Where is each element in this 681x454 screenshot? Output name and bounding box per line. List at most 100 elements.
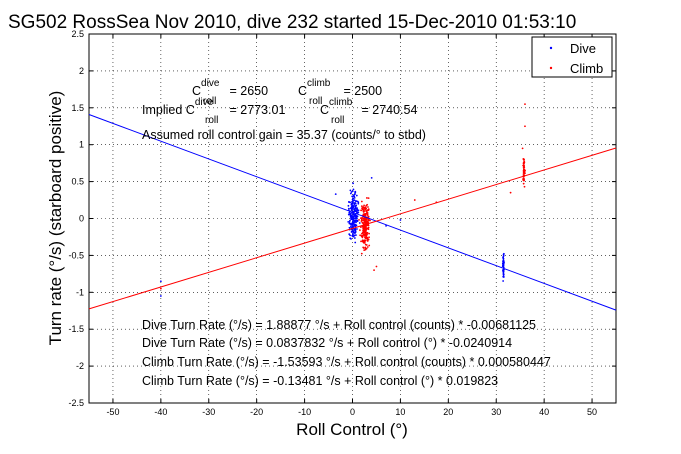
data-point: [522, 182, 525, 185]
data-point: [349, 214, 352, 217]
data-point: [365, 222, 367, 224]
data-point: [347, 220, 350, 223]
data-point: [350, 203, 353, 206]
data-point: [355, 217, 358, 220]
data-point: [366, 239, 369, 241]
data-point: [365, 234, 368, 237]
y-tick-label: 0.5: [71, 177, 84, 187]
data-point: [354, 229, 357, 232]
x-tick-label: -30: [202, 407, 215, 417]
data-point: [359, 234, 362, 237]
data-point: [502, 280, 505, 282]
data-point: [367, 206, 369, 208]
x-axis-ticks: -50 -40 -30 -20 -10 0 10 20 30 40 50: [106, 34, 597, 417]
data-point: [502, 262, 504, 265]
data-point: [367, 215, 370, 218]
data-point: [370, 177, 373, 179]
data-point: [352, 232, 354, 235]
x-tick-label: 20: [443, 407, 453, 417]
data-point: [159, 287, 162, 290]
data-point: [502, 260, 504, 263]
data-point: [347, 204, 350, 207]
data-point: [359, 226, 362, 229]
data-point: [362, 233, 365, 236]
data-point: [355, 234, 357, 236]
fit-lines: [88, 114, 617, 311]
data-point: [361, 234, 364, 237]
data-point: [413, 199, 416, 201]
data-point: [502, 257, 505, 260]
y-tick-label: -2.5: [68, 398, 84, 408]
data-point: [355, 194, 358, 197]
data-point: [348, 226, 351, 229]
annotations: Cdive roll = 2650 Cclimb roll = 2500 Impli…: [142, 78, 551, 388]
x-tick-label: -40: [154, 407, 167, 417]
data-point: [353, 195, 356, 198]
data-point: [352, 182, 354, 185]
y-tick-label: -0.5: [68, 250, 84, 260]
x-tick-label: 30: [491, 407, 501, 417]
data-point: [349, 219, 351, 222]
data-point: [361, 216, 364, 219]
data-point: [522, 178, 525, 181]
data-point: [352, 225, 354, 228]
data-point: [159, 280, 162, 283]
fit-line-climb: [88, 147, 617, 310]
data-point: [354, 225, 357, 228]
data-point: [356, 207, 359, 209]
roll-gain-note: Assumed roll control gain = 35.37 (count…: [142, 128, 426, 142]
data-point: [353, 199, 356, 202]
data-point: [375, 265, 378, 268]
legend-dive-marker: [549, 46, 553, 50]
data-point: [356, 228, 358, 230]
x-tick-label: 50: [587, 407, 597, 417]
data-point: [366, 227, 369, 230]
data-point: [521, 147, 524, 150]
data-point: [502, 272, 505, 274]
data-point: [352, 197, 355, 200]
legend-climb-label: Climb: [570, 61, 603, 76]
data-point: [367, 197, 370, 200]
data-point: [350, 218, 353, 221]
data-point: [358, 222, 361, 224]
data-point: [363, 231, 365, 234]
data-point: [358, 218, 360, 221]
data-point: [502, 264, 505, 267]
legend-box: [531, 36, 613, 78]
data-point: [349, 189, 352, 192]
data-point: [364, 230, 367, 233]
data-point: [368, 232, 370, 235]
data-point: [399, 219, 402, 221]
data-point: [357, 211, 360, 214]
data-point: [348, 201, 350, 203]
data-point: [524, 103, 526, 106]
legend-dive-label: Dive: [570, 41, 596, 56]
data-point: [523, 185, 526, 188]
y-tick-label: 0: [79, 214, 84, 224]
y-tick-label: 1: [79, 140, 84, 150]
legend-climb-marker: [549, 66, 553, 70]
data-point: [360, 205, 363, 208]
data-point: [352, 216, 355, 219]
data-point: [365, 244, 368, 246]
data-point: [524, 125, 526, 128]
data-point: [350, 205, 353, 208]
dive-rate-degrees: Dive Turn Rate (°/s) = 0.0837832 °/s + R…: [142, 336, 512, 350]
data-point: [368, 244, 371, 247]
chart-title: SG502 RossSea Nov 2010, dive 232 started…: [8, 12, 576, 33]
data-point: [362, 208, 364, 211]
data-point: [522, 165, 525, 167]
data-point: [361, 236, 364, 239]
data-point: [348, 222, 351, 225]
data-point: [361, 207, 363, 210]
data-point: [365, 212, 368, 215]
data-point: [334, 193, 337, 196]
dive-rate-counts: Dive Turn Rate (°/s) = 1.88877 °/s + Rol…: [142, 318, 536, 332]
data-point: [360, 252, 363, 255]
data-point: [361, 221, 364, 224]
data-point: [502, 276, 505, 278]
data-point: [353, 203, 356, 206]
y-tick-label: -1: [76, 287, 84, 297]
data-point: [159, 295, 162, 297]
data-point: [364, 233, 367, 236]
